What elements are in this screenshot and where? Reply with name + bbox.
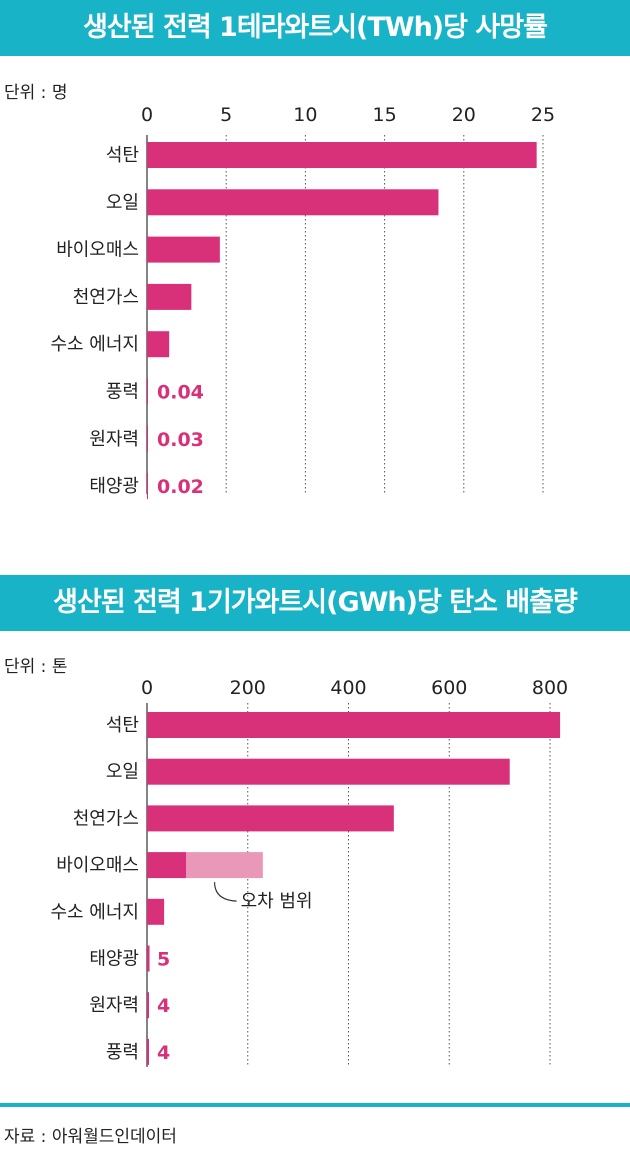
chart2-data-label: 5 (157, 949, 170, 971)
chart2-category-label: 천연가스 (73, 808, 139, 829)
footer-divider (0, 1103, 630, 1107)
chart1-tick-label: 25 (531, 104, 555, 126)
chart1-category-label: 태양광 (89, 476, 139, 497)
chart1-tick-label: 5 (220, 104, 232, 126)
chart1-tick-label: 0 (141, 104, 153, 126)
chart2-data-label: 4 (157, 995, 170, 1017)
chart1-category-label: 오일 (106, 192, 139, 213)
chart1-bar (147, 236, 220, 263)
chart1-title: 생산된 전력 1테라와트시(TWh)당 사망률 (0, 0, 630, 56)
chart1-category-label: 수소 에너지 (50, 334, 139, 355)
chart1-tick-label: 15 (373, 104, 397, 126)
chart2-category-label: 태양광 (89, 949, 139, 970)
chart2-bar (147, 945, 150, 972)
chart1-bar (147, 331, 170, 358)
chart2-error-label: 오차 범위 (241, 891, 313, 912)
chart1-category-label: 풍력 (106, 382, 139, 403)
chart2-tick-label: 0 (141, 677, 153, 699)
chart2-bar (147, 712, 561, 738)
chart2-unit-label: 단위 : 톤 (4, 657, 68, 677)
chart2-bar (147, 898, 165, 925)
chart2-category-label: 수소 에너지 (50, 902, 139, 923)
chart2-bar (147, 805, 394, 832)
chart1-category-label: 천연가스 (73, 287, 139, 308)
chart1-unit-label: 단위 : 명 (4, 83, 68, 103)
chart2-category-label: 석탄 (106, 715, 139, 736)
source-note: 자료 : 아워월드인데이터 (4, 1127, 177, 1147)
chart1-tick-label: 10 (293, 104, 317, 126)
chart1-category-label: 바이오매스 (56, 240, 139, 261)
chart1-bar (147, 283, 192, 310)
chart1-bar (147, 378, 148, 405)
chart2-tick-label: 200 (230, 677, 266, 699)
chart2-bar (147, 1038, 150, 1065)
chart1-data-label: 0.02 (157, 476, 204, 498)
chart2-bar (147, 852, 187, 879)
chart2-category-label: 바이오매스 (56, 855, 139, 876)
chart1-category-label: 석탄 (106, 145, 139, 166)
chart2-category-label: 풍력 (106, 1042, 139, 1063)
chart2-tick-label: 600 (431, 677, 467, 699)
chart2-error-leader-line (213, 882, 237, 902)
chart1-bar (147, 142, 537, 168)
chart2-category-label: 원자력 (89, 995, 139, 1016)
chart2-tick-label: 800 (532, 677, 568, 699)
chart1-bar (147, 473, 148, 500)
chart2-bar (147, 992, 150, 1019)
chart2-error-range (186, 852, 263, 879)
chart2-tick-label: 400 (330, 677, 366, 699)
chart1-bar (147, 425, 148, 452)
chart1-data-label: 0.03 (157, 429, 204, 451)
chart2-title: 생산된 전력 1기가와트시(GWh)당 탄소 배출량 (0, 575, 630, 631)
chart1-data-label: 0.04 (157, 382, 204, 404)
chart1-category-label: 원자력 (89, 429, 139, 450)
chart2-category-label: 오일 (106, 762, 139, 783)
chart2-bar (147, 758, 510, 785)
chart1-tick-label: 20 (452, 104, 476, 126)
chart1-bar (147, 189, 439, 216)
chart2-data-label: 4 (157, 1042, 170, 1064)
